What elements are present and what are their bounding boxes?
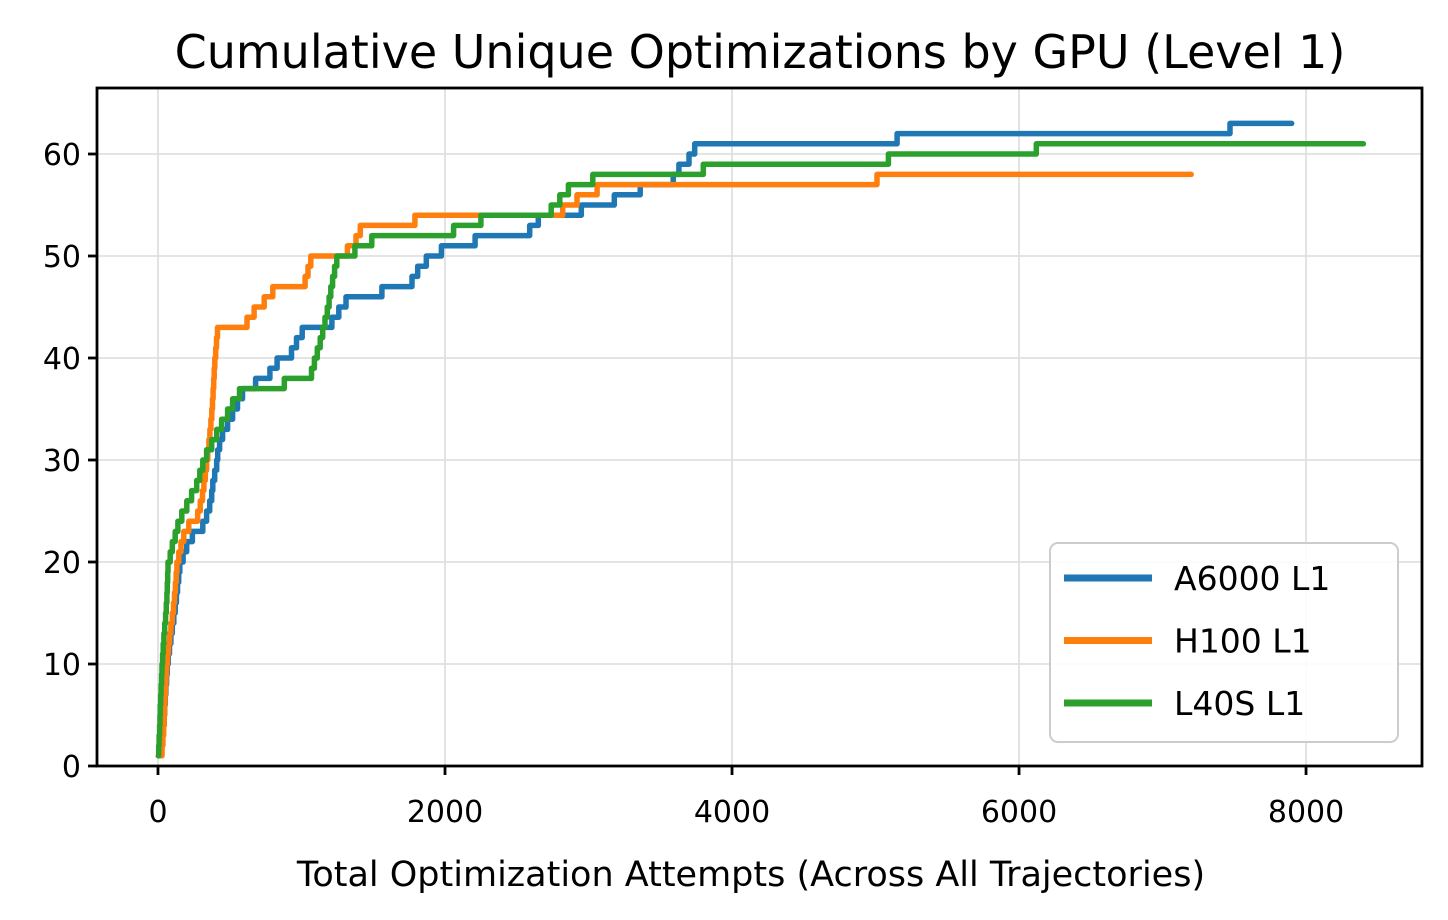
x-tick-label: 2000: [407, 795, 483, 830]
y-tick-label: 30: [43, 444, 81, 479]
series-lines: [155, 120, 1367, 759]
legend: A6000 L1 H100 L1 L40S L1: [1049, 542, 1399, 743]
x-tick-label: 4000: [694, 795, 770, 830]
series-line-l40s-l1: [155, 141, 1367, 759]
legend-label-a6000-l1: A6000 L1: [1174, 559, 1330, 598]
axes-frame: [95, 86, 1424, 768]
y-tick-label: 50: [43, 240, 81, 275]
y-tick-label: 0: [62, 750, 81, 785]
x-tick-label: 6000: [981, 795, 1057, 830]
legend-box: [1049, 542, 1399, 743]
legend-label-l40s-l1: L40S L1: [1174, 684, 1305, 723]
series-line-h100-l1: [158, 171, 1194, 759]
x-tick-label: 8000: [1268, 795, 1344, 830]
y-tick-label: 60: [43, 138, 81, 173]
y-tick-label: 10: [43, 648, 81, 683]
chart-title: Cumulative Unique Optimizations by GPU (…: [175, 25, 1346, 79]
x-axis-label: Total Optimization Attempts (Across All …: [296, 855, 1205, 895]
y-tick-label: 20: [43, 546, 81, 581]
y-axis-ticks: 0 10 20 30 40 50 60: [43, 138, 97, 785]
legend-label-h100-l1: H100 L1: [1174, 622, 1312, 661]
x-tick-label: 0: [148, 795, 167, 830]
x-axis-ticks: 0 2000 4000 6000 8000: [148, 766, 1344, 830]
y-tick-label: 40: [43, 342, 81, 377]
